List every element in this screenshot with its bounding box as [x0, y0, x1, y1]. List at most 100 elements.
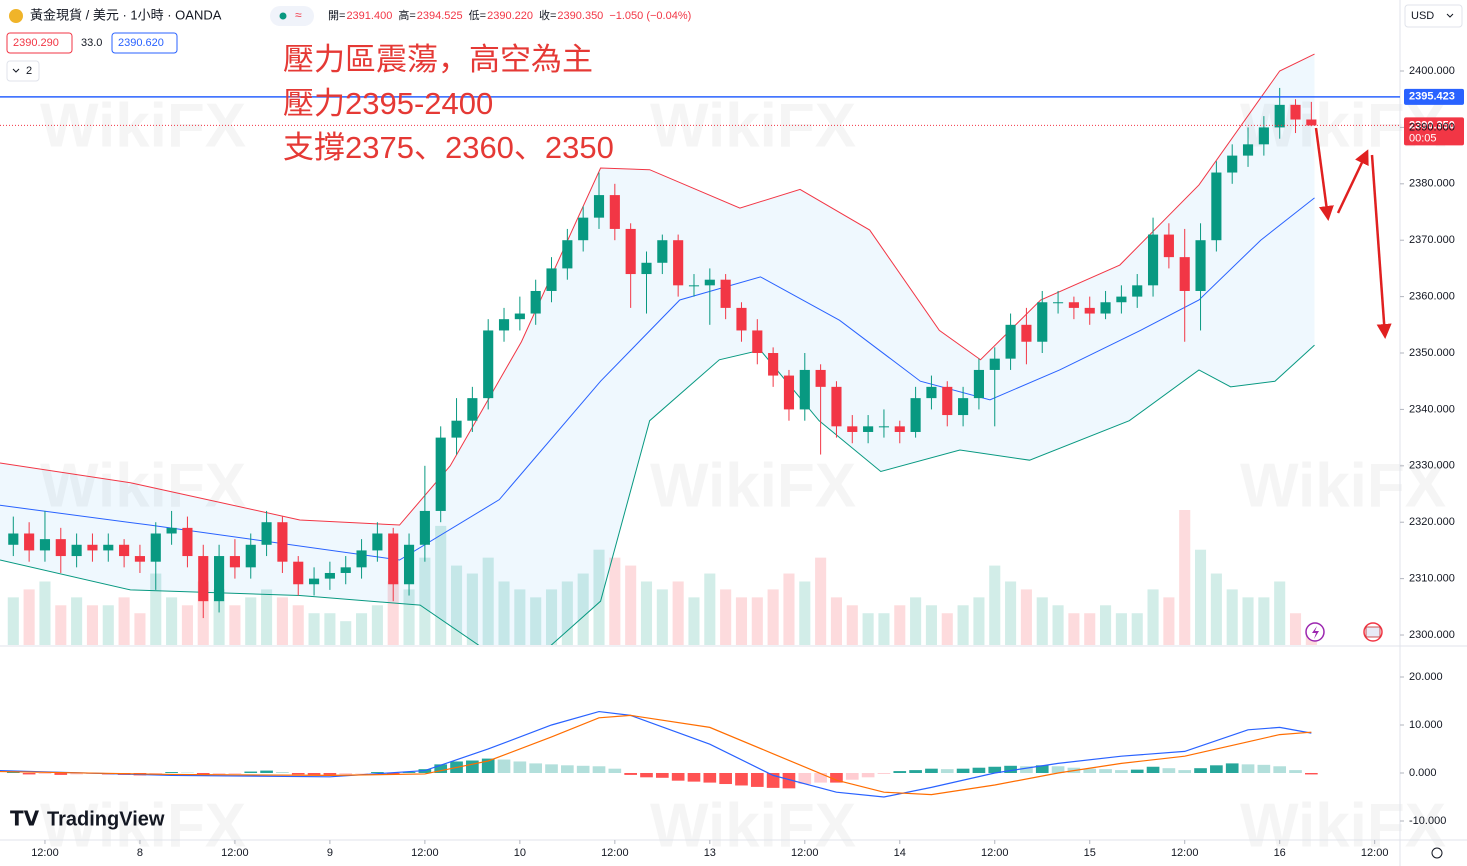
volume-bar	[150, 573, 162, 645]
volume-bar	[815, 557, 827, 645]
candle-body	[498, 319, 510, 331]
histogram-bar	[735, 772, 748, 786]
candle-body	[1306, 119, 1317, 126]
volume-bar	[735, 597, 748, 645]
histogram-bar	[1162, 768, 1176, 773]
candle-body	[55, 539, 66, 557]
ask-box[interactable]	[111, 32, 178, 54]
histogram-bar	[260, 770, 273, 773]
volume-bar	[846, 605, 858, 645]
volume-bar	[941, 613, 953, 645]
flag	[1365, 626, 1381, 638]
volume-bar	[878, 613, 890, 645]
volume-bar	[450, 565, 463, 645]
ohlc-legend: 開= 2391.400 高= 2394.525 低= 2390.220 收= 2390.350…	[328, 8, 691, 22]
candle-body	[1290, 104, 1301, 120]
volume-bar	[245, 597, 257, 645]
histogram-bar	[513, 761, 527, 773]
volume-bar	[1036, 597, 1048, 645]
volume-bar	[704, 573, 716, 645]
x-tick-label: 12:00	[31, 847, 59, 859]
candle-body	[435, 437, 446, 511]
volume-bar	[989, 565, 1001, 645]
histogram-bar	[956, 768, 970, 773]
candle-body	[609, 195, 620, 229]
histogram-bar	[1004, 765, 1017, 773]
candle-body	[878, 426, 890, 428]
candle-body	[546, 268, 557, 291]
volume-bar	[1115, 613, 1127, 645]
volume-bar	[371, 605, 383, 645]
bid-price: 2390.290	[13, 37, 59, 49]
price-tag-label: 2390.350	[1409, 119, 1455, 131]
histogram-bar	[244, 771, 258, 773]
volume-bar	[1020, 589, 1032, 645]
volume-bar	[530, 597, 542, 645]
candle-body	[989, 358, 1000, 370]
x-tick-label: 12:00	[791, 847, 819, 859]
indicator-toggle[interactable]	[6, 60, 40, 82]
volume-bar	[561, 581, 573, 645]
annotation: 支撐2375、2360、2350	[283, 130, 614, 165]
candle-body	[641, 262, 652, 275]
x-tick-label: 10	[514, 847, 526, 859]
status-badge[interactable]	[270, 6, 314, 26]
price-tag-label: 2395.423	[1409, 91, 1455, 103]
ohlc-change: −1.050 (−0.04%)	[609, 10, 691, 22]
candle-body	[720, 279, 731, 308]
candle-body	[593, 195, 605, 218]
brand-name: TradingView	[47, 808, 165, 830]
y-tick-label: 2330.000	[1409, 460, 1455, 472]
chevron	[12, 68, 20, 73]
candle-body	[1179, 257, 1190, 291]
price-tag	[1404, 117, 1464, 146]
x-tick-label: 12:00	[1171, 847, 1199, 859]
settings-icon[interactable]	[1431, 847, 1443, 859]
histogram-bar	[782, 772, 796, 789]
candle-body	[324, 572, 335, 579]
candle-body	[150, 533, 161, 562]
histogram-bar	[655, 772, 669, 778]
histogram-bar	[497, 759, 511, 773]
candle-body	[1274, 104, 1285, 128]
y-tick-label: 2350.000	[1409, 347, 1455, 359]
histogram-bar	[1099, 769, 1112, 773]
price-pane	[0, 53, 1317, 645]
y-tick-label: 2360.000	[1409, 291, 1455, 303]
price-countdown: 00:05	[1409, 132, 1437, 144]
candle-body	[103, 544, 114, 551]
candle-body	[467, 398, 478, 421]
volume-bar	[7, 597, 19, 645]
histogram-bar	[1083, 768, 1097, 773]
x-tick-label: 9	[327, 847, 333, 859]
histogram-bar	[624, 772, 637, 775]
candle-body	[87, 544, 98, 551]
candle-body	[973, 369, 984, 399]
candle-body	[1037, 302, 1048, 342]
candle-body	[815, 369, 826, 387]
histogram-bar	[1020, 766, 1033, 773]
macd-line	[0, 710, 1312, 798]
candle-body	[688, 285, 700, 287]
volume-bar	[1005, 581, 1017, 645]
volume-bar	[1195, 549, 1207, 645]
histogram-bar	[1194, 768, 1207, 773]
histogram-bar	[798, 772, 812, 785]
watermark: WikiFX	[40, 791, 246, 860]
currency-select[interactable]	[1404, 4, 1463, 28]
candle-body	[847, 426, 858, 432]
candle-body	[673, 240, 684, 286]
volume-bar	[482, 557, 494, 645]
candle-body	[483, 330, 494, 399]
histogram-bar	[687, 772, 701, 782]
bid-box[interactable]	[6, 32, 73, 54]
histogram-bar	[640, 772, 653, 778]
volume-bar	[118, 597, 130, 645]
histogram-bar	[371, 772, 384, 773]
volume-bar	[276, 597, 288, 645]
candle-body	[8, 533, 19, 545]
candle-body	[134, 556, 146, 562]
volume-bar	[1242, 597, 1254, 645]
histogram-bar	[1146, 766, 1160, 773]
volume-bar	[102, 605, 114, 645]
